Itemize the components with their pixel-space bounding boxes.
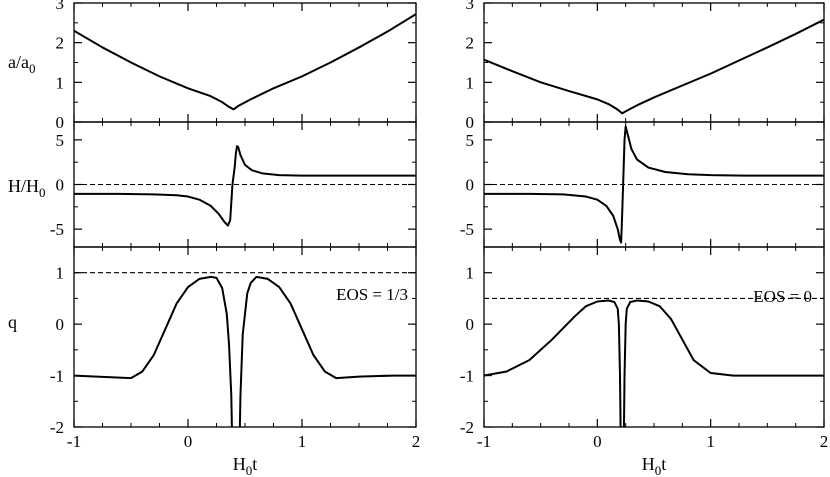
x-tick-label: 1 xyxy=(298,432,307,451)
x-axis-title-main: H xyxy=(642,454,655,474)
panel-frame xyxy=(73,246,417,428)
y-tick-label: 1 xyxy=(56,264,65,283)
series-line-a xyxy=(74,13,416,111)
y-tick-label: 0 xyxy=(56,113,65,132)
y-tick-label: -2 xyxy=(50,418,64,437)
y-tick-label: 0 xyxy=(466,176,475,195)
x-tick-label: -1 xyxy=(67,432,81,451)
x-axis-title: H0t xyxy=(642,454,667,477)
y-axis-title-main: a/a xyxy=(8,52,29,72)
y-tick-label: 0 xyxy=(56,315,65,334)
y-tick-label: -5 xyxy=(460,220,474,239)
y-tick-label: 5 xyxy=(56,131,65,150)
x-axis-title-main: H xyxy=(233,454,246,474)
y-tick-label: -1 xyxy=(50,367,64,386)
eos-annotation: EOS = 0 xyxy=(753,287,812,306)
panel-frame xyxy=(483,2,825,123)
series-line-H xyxy=(484,125,824,244)
y-axis-title-main: q xyxy=(8,312,17,332)
x-tick-label: 1 xyxy=(706,432,715,451)
x-tick-label: 0 xyxy=(593,432,602,451)
y-tick-label: 5 xyxy=(466,131,475,150)
x-tick-label: -1 xyxy=(477,432,491,451)
y-tick-label: -5 xyxy=(50,220,64,239)
series-line-q xyxy=(74,275,416,427)
y-tick-label: 3 xyxy=(56,0,65,13)
y-tick-label: 1 xyxy=(466,264,475,283)
y-axis-title-sub: 0 xyxy=(39,185,46,200)
y-axis-title-main: H/H xyxy=(8,176,39,196)
series-line-a xyxy=(484,18,824,115)
y-tick-label: -1 xyxy=(460,367,474,386)
y-tick-label: 0 xyxy=(466,315,475,334)
panel-frame xyxy=(483,246,825,428)
x-axis-title-sub: 0 xyxy=(246,463,253,477)
y-tick-label: 1 xyxy=(466,73,475,92)
x-axis-title-suffix: t xyxy=(661,454,666,474)
y-tick-label: 2 xyxy=(466,34,475,53)
x-axis-title-sub: 0 xyxy=(655,463,662,477)
panel-q: -2 -1 0 1 xyxy=(460,246,825,437)
x-tick-label: 0 xyxy=(184,432,193,451)
y-tick-label: 0 xyxy=(56,176,65,195)
x-axis-title: H0t xyxy=(233,454,258,477)
y-tick-label: 1 xyxy=(56,73,65,92)
panel-H: -5 0 5 xyxy=(460,121,825,248)
y-axis-title-sub: 0 xyxy=(29,61,36,76)
panel-a: 0 1 2 3 xyxy=(466,0,825,132)
series-line-q xyxy=(484,299,824,427)
panel-q: -2 -1 0 1 q xyxy=(8,246,417,437)
y-tick-label: 3 xyxy=(466,0,475,13)
series-line-H xyxy=(74,145,416,227)
y-tick-label: -2 xyxy=(460,418,474,437)
y-tick-label: 0 xyxy=(466,113,475,132)
y-tick-label: 2 xyxy=(56,34,65,53)
x-tick-label: 2 xyxy=(412,432,421,451)
x-axis-title-suffix: t xyxy=(252,454,257,474)
y-axis-title-q: q xyxy=(8,312,17,332)
y-axis-title-H: H/H0 xyxy=(8,176,46,200)
panel-frame xyxy=(73,2,417,123)
eos-annotation: EOS = 1/3 xyxy=(336,285,408,304)
x-tick-label: 2 xyxy=(820,432,829,451)
y-axis-title-a: a/a0 xyxy=(8,52,35,76)
